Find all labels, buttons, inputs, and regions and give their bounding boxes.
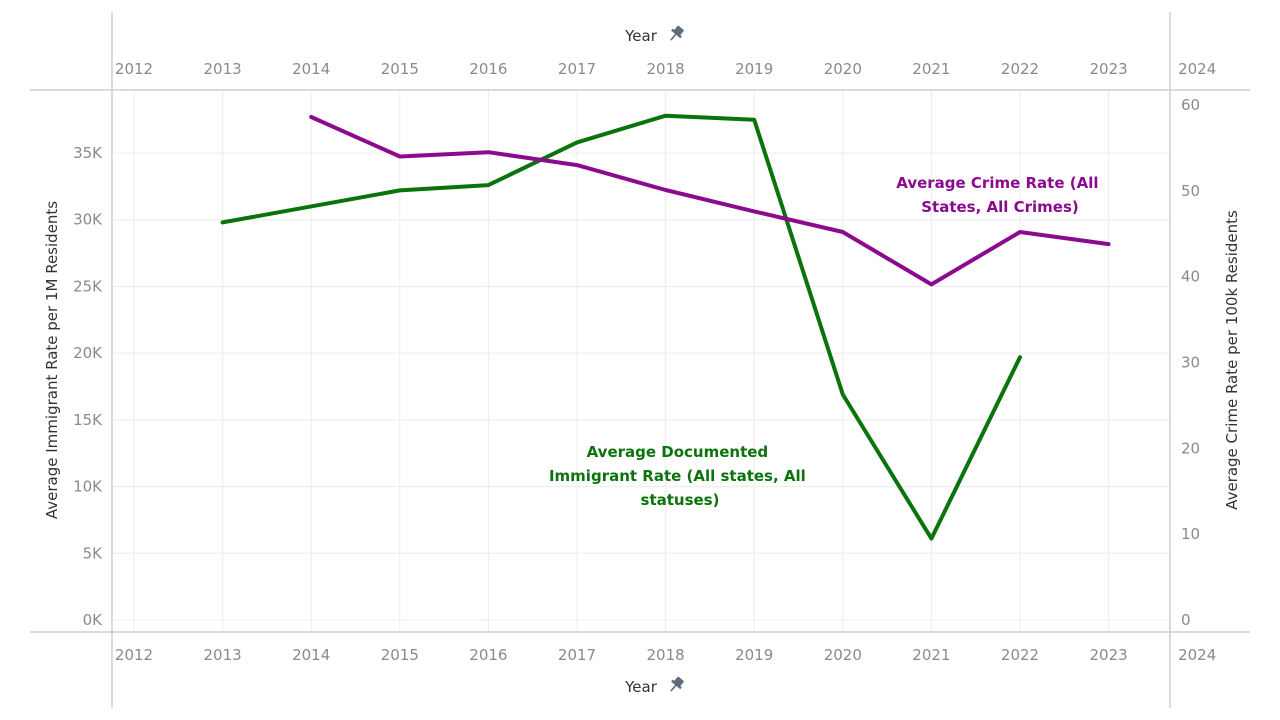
x-tick-label-bottom: 2022 xyxy=(1001,646,1039,664)
y-right-tick-label: 0 xyxy=(1181,611,1191,629)
y-left-tick-label: 25K xyxy=(73,277,103,295)
y-left-tick-label: 5K xyxy=(83,544,104,562)
x-tick-label-bottom: 2018 xyxy=(647,646,685,664)
x-tick-label-top: 2018 xyxy=(647,60,685,78)
y-right-tick-label: 20 xyxy=(1181,439,1200,457)
immigrant-rate-annotation-line: Average Documented xyxy=(587,443,769,461)
y-right-tick-label: 60 xyxy=(1181,96,1200,114)
gridlines xyxy=(112,90,1170,632)
x-tick-label-top: 2022 xyxy=(1001,60,1039,78)
pin-icon[interactable] xyxy=(666,675,685,695)
x-tick-label-bottom: 2020 xyxy=(824,646,862,664)
y-axis-left-title[interactable]: Average Immigrant Rate per 1M Residents xyxy=(43,201,61,519)
crime-rate-annotation-line: States, All Crimes) xyxy=(921,198,1079,216)
immigrant-rate-line xyxy=(220,113,1022,541)
x-tick-label-bottom: 2013 xyxy=(204,646,242,664)
x-tick-label-bottom: 2015 xyxy=(381,646,419,664)
crime-rate-annotation-line: Average Crime Rate (All xyxy=(896,174,1098,192)
tick-labels: 2012 2012 2013 2013 2014 2014 2015 2015 2016 2016… xyxy=(73,60,1216,664)
crime-rate-annotation: Average Crime Rate (All States, All Crim… xyxy=(896,174,1103,216)
x-tick-label-bottom: 2024 xyxy=(1178,646,1216,664)
x-tick-label-top: 2024 xyxy=(1178,60,1216,78)
x-tick-label-bottom: 2019 xyxy=(735,646,773,664)
immigrant-rate-annotation-line: Immigrant Rate (All states, All xyxy=(549,467,806,485)
y-left-tick-label: 15K xyxy=(73,411,103,429)
y-left-tick-label: 30K xyxy=(73,211,103,229)
y-axis-right-title[interactable]: Average Crime Rate per 100k Residents xyxy=(1223,210,1241,510)
y-left-tick-label: 20K xyxy=(73,344,103,362)
crime-rate-line xyxy=(309,115,1111,287)
x-tick-label-top: 2014 xyxy=(292,60,330,78)
x-axis-title-top[interactable]: Year xyxy=(624,27,658,45)
x-tick-label-bottom: 2023 xyxy=(1090,646,1128,664)
y-left-tick-label: 35K xyxy=(73,144,103,162)
x-tick-label-bottom: 2021 xyxy=(912,646,950,664)
x-tick-label-top: 2015 xyxy=(381,60,419,78)
x-tick-label-bottom: 2016 xyxy=(469,646,507,664)
x-tick-label-top: 2021 xyxy=(912,60,950,78)
y-right-tick-label: 40 xyxy=(1181,268,1200,286)
x-tick-label-top: 2013 xyxy=(204,60,242,78)
y-right-tick-label: 30 xyxy=(1181,354,1200,372)
x-tick-label-bottom: 2017 xyxy=(558,646,596,664)
x-tick-label-top: 2023 xyxy=(1090,60,1128,78)
x-tick-label-bottom: 2014 xyxy=(292,646,330,664)
immigrant-rate-annotation-line: statuses) xyxy=(641,491,720,509)
y-right-tick-label: 50 xyxy=(1181,182,1200,200)
x-tick-label-top: 2016 xyxy=(469,60,507,78)
y-left-tick-label: 10K xyxy=(73,478,103,496)
x-axis-title-bottom[interactable]: Year xyxy=(624,678,658,696)
x-tick-label-top: 2020 xyxy=(824,60,862,78)
x-tick-label-top: 2012 xyxy=(115,60,153,78)
x-tick-label-bottom: 2012 xyxy=(115,646,153,664)
pin-icon[interactable] xyxy=(666,24,685,44)
immigrant-rate-annotation: Average Documented Immigrant Rate (All s… xyxy=(549,443,811,509)
y-left-tick-label: 0K xyxy=(83,611,104,629)
x-tick-label-top: 2019 xyxy=(735,60,773,78)
x-tick-label-top: 2017 xyxy=(558,60,596,78)
axis-frame xyxy=(30,12,1250,708)
series-layer xyxy=(220,113,1111,541)
y-right-tick-label: 10 xyxy=(1181,525,1200,543)
